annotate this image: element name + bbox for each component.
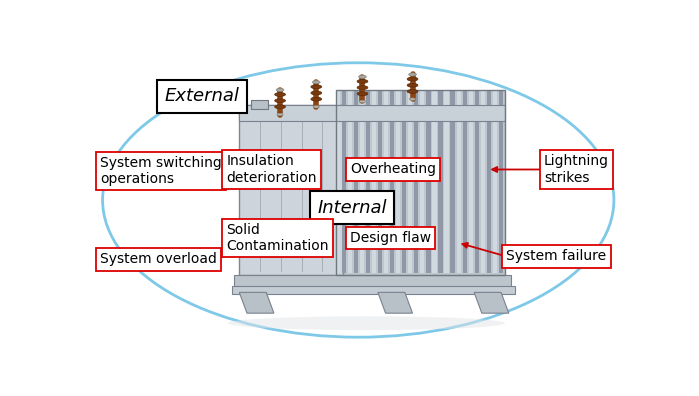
Ellipse shape	[311, 97, 322, 101]
Text: System switching
operations: System switching operations	[100, 156, 222, 186]
Ellipse shape	[276, 88, 284, 91]
Bar	[415, 91, 419, 273]
Ellipse shape	[275, 93, 285, 96]
Ellipse shape	[409, 73, 417, 76]
Bar	[234, 275, 511, 289]
Text: Solid
Contamination: Solid Contamination	[226, 223, 329, 253]
Ellipse shape	[359, 100, 366, 103]
Bar	[438, 91, 442, 273]
Ellipse shape	[357, 80, 368, 83]
Bar	[499, 91, 503, 273]
Bar	[384, 91, 388, 273]
Polygon shape	[474, 292, 509, 313]
Text: Insulation
deterioration: Insulation deterioration	[226, 154, 317, 185]
Bar	[432, 91, 437, 273]
Bar	[347, 91, 352, 273]
Text: Overheating: Overheating	[350, 162, 436, 177]
Ellipse shape	[103, 63, 614, 337]
Bar	[402, 91, 406, 273]
Bar	[420, 91, 424, 273]
Ellipse shape	[311, 85, 322, 89]
Bar	[239, 105, 505, 121]
Ellipse shape	[357, 92, 368, 96]
Ellipse shape	[407, 89, 418, 93]
Bar	[336, 91, 340, 273]
Text: External: External	[165, 87, 240, 105]
Bar	[354, 91, 358, 273]
Text: Internal: Internal	[317, 199, 387, 217]
Ellipse shape	[311, 91, 322, 95]
Bar	[360, 91, 364, 273]
Polygon shape	[239, 292, 274, 313]
Ellipse shape	[407, 83, 418, 87]
Ellipse shape	[357, 86, 368, 89]
Ellipse shape	[359, 75, 366, 78]
Bar	[493, 91, 497, 273]
Text: Design flaw: Design flaw	[350, 231, 431, 245]
Bar	[372, 91, 376, 273]
Bar	[342, 91, 346, 273]
Ellipse shape	[275, 99, 285, 103]
Bar	[378, 91, 382, 273]
Text: System failure: System failure	[506, 249, 606, 263]
Ellipse shape	[313, 106, 319, 108]
Ellipse shape	[407, 77, 418, 81]
Bar	[239, 105, 343, 119]
Bar	[231, 286, 515, 294]
Bar	[251, 100, 268, 109]
Ellipse shape	[275, 105, 285, 109]
Text: Lightning
strikes: Lightning strikes	[544, 154, 609, 185]
Bar	[463, 91, 467, 273]
Ellipse shape	[277, 113, 283, 116]
Bar	[487, 91, 491, 273]
Polygon shape	[378, 292, 412, 313]
Bar	[408, 91, 412, 273]
Bar	[481, 91, 485, 273]
Bar	[336, 90, 505, 275]
Bar	[468, 91, 473, 273]
Bar	[475, 91, 479, 273]
Ellipse shape	[312, 81, 320, 84]
Ellipse shape	[410, 98, 416, 100]
Text: System overload: System overload	[100, 252, 217, 267]
Ellipse shape	[228, 316, 505, 330]
Bar	[259, 248, 305, 257]
Bar	[396, 91, 401, 273]
Bar	[366, 91, 370, 273]
Bar	[450, 91, 455, 273]
Bar	[445, 91, 449, 273]
Bar	[336, 90, 505, 275]
Bar	[456, 91, 461, 273]
Bar	[390, 91, 394, 273]
Bar	[426, 91, 431, 273]
Bar	[239, 105, 343, 275]
